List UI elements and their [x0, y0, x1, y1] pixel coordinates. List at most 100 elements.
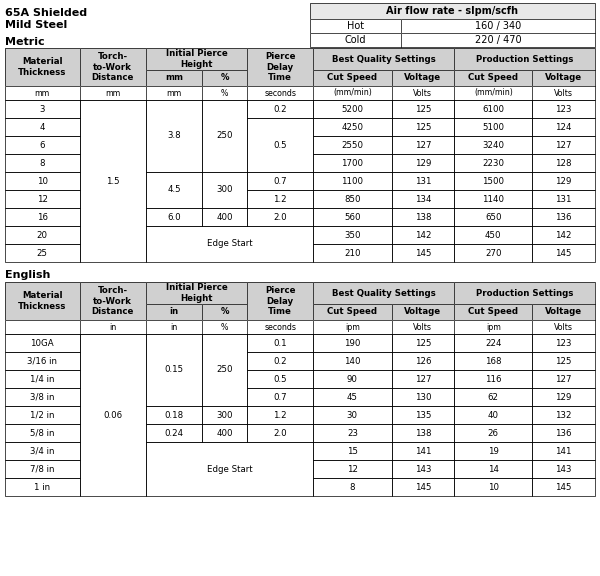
Text: 140: 140 — [344, 357, 361, 366]
Bar — [5, 282, 80, 320]
Text: 129: 129 — [415, 158, 431, 168]
Text: Torch-
to-Work
Distance: Torch- to-Work Distance — [92, 286, 134, 316]
Bar — [80, 334, 146, 496]
Bar — [5, 86, 80, 100]
Bar — [454, 48, 595, 70]
Text: Cut Speed: Cut Speed — [468, 308, 518, 316]
Bar — [202, 86, 247, 100]
Bar — [146, 70, 202, 86]
Text: Volts: Volts — [554, 89, 573, 97]
Bar — [313, 478, 392, 496]
Bar — [5, 136, 80, 154]
Text: 300: 300 — [217, 411, 233, 419]
Bar — [454, 320, 532, 334]
Text: 3.8: 3.8 — [167, 131, 181, 141]
Text: 0.1: 0.1 — [274, 339, 287, 347]
Bar — [313, 424, 392, 442]
Bar — [454, 190, 532, 208]
Bar — [532, 352, 595, 370]
Bar — [310, 19, 401, 33]
Text: 127: 127 — [556, 141, 572, 150]
Bar — [80, 100, 146, 262]
Bar — [454, 406, 532, 424]
Bar — [5, 406, 80, 424]
Bar — [5, 282, 80, 320]
Text: Hot: Hot — [347, 21, 364, 31]
Text: 0.06: 0.06 — [103, 411, 122, 419]
Bar — [313, 226, 392, 244]
Bar — [80, 48, 146, 86]
Bar — [80, 86, 146, 100]
Bar — [146, 282, 247, 304]
Bar — [5, 226, 80, 244]
Bar — [5, 208, 80, 226]
Text: 129: 129 — [556, 176, 572, 185]
Text: Voltage: Voltage — [404, 74, 442, 82]
Bar — [532, 320, 595, 334]
Text: 136: 136 — [556, 429, 572, 438]
Text: 126: 126 — [415, 357, 431, 366]
Text: ipm: ipm — [486, 323, 500, 332]
Text: 8: 8 — [40, 158, 45, 168]
Bar — [392, 86, 454, 100]
Bar — [392, 226, 454, 244]
Bar — [247, 118, 313, 172]
Text: English: English — [5, 270, 50, 280]
Text: 10GA: 10GA — [31, 339, 54, 347]
Bar — [454, 424, 532, 442]
Bar — [532, 334, 595, 352]
Bar — [313, 100, 392, 118]
Text: 125: 125 — [415, 339, 431, 347]
Bar — [80, 48, 146, 86]
Bar — [454, 118, 532, 136]
Bar — [5, 172, 80, 190]
Text: 2230: 2230 — [482, 158, 504, 168]
Bar — [5, 388, 80, 406]
Text: ipm: ipm — [345, 323, 360, 332]
Bar — [310, 3, 595, 19]
Text: 130: 130 — [415, 392, 431, 401]
Bar — [401, 19, 595, 33]
Text: 143: 143 — [415, 464, 431, 473]
Text: 4.5: 4.5 — [167, 185, 181, 195]
Text: 450: 450 — [485, 230, 502, 240]
Text: (mm/min): (mm/min) — [333, 89, 372, 97]
Bar — [5, 424, 80, 442]
Bar — [202, 304, 247, 320]
Text: 62: 62 — [488, 392, 499, 401]
Bar — [454, 320, 532, 334]
Bar — [146, 70, 202, 86]
Text: 190: 190 — [344, 339, 361, 347]
Text: 143: 143 — [556, 464, 572, 473]
Text: 560: 560 — [344, 213, 361, 222]
Bar — [532, 304, 595, 320]
Bar — [80, 320, 146, 334]
Bar — [532, 100, 595, 118]
Bar — [392, 406, 454, 424]
Bar — [532, 86, 595, 100]
Bar — [5, 118, 80, 136]
Text: 0.24: 0.24 — [164, 429, 184, 438]
Bar — [454, 226, 532, 244]
Bar — [247, 48, 313, 86]
Bar — [392, 424, 454, 442]
Bar — [454, 100, 532, 118]
Text: Pierce
Delay
Time: Pierce Delay Time — [265, 52, 295, 82]
Bar — [247, 320, 313, 334]
Text: Pierce
Delay
Time: Pierce Delay Time — [265, 286, 295, 316]
Text: 131: 131 — [556, 195, 572, 203]
Text: 16: 16 — [37, 213, 48, 222]
Bar — [532, 86, 595, 100]
Bar — [313, 172, 392, 190]
Bar — [146, 304, 202, 320]
Bar — [247, 86, 313, 100]
Text: 6: 6 — [40, 141, 45, 150]
Bar — [532, 244, 595, 262]
Text: 128: 128 — [556, 158, 572, 168]
Bar — [392, 352, 454, 370]
Text: 14: 14 — [488, 464, 499, 473]
Bar — [247, 48, 313, 86]
Bar — [313, 334, 392, 352]
Text: Production Settings: Production Settings — [476, 55, 573, 63]
Bar — [313, 244, 392, 262]
